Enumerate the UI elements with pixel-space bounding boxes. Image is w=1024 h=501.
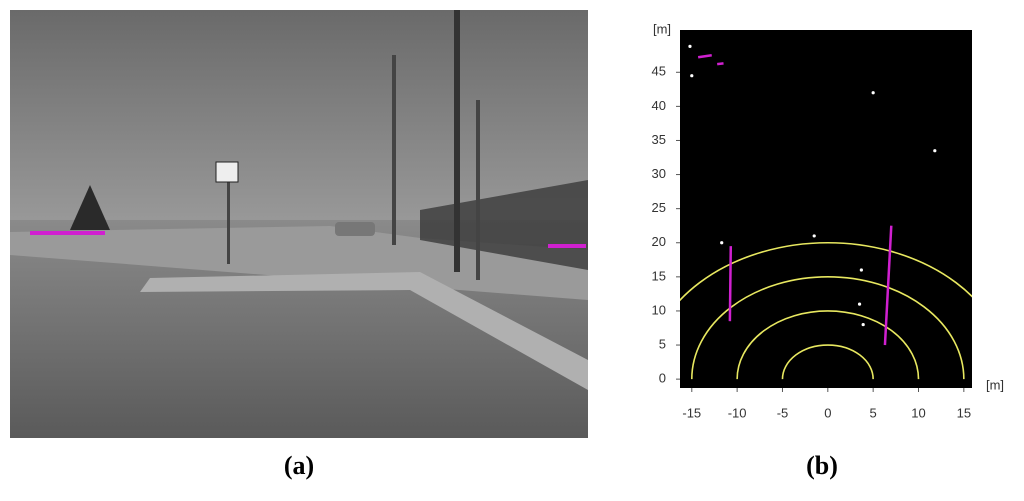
y-tick-label: 10: [652, 302, 666, 317]
point: [690, 74, 694, 78]
segment-line: [697, 53, 893, 346]
range-ring: [736, 310, 920, 380]
point: [933, 149, 937, 153]
y-tick-label: 5: [659, 336, 666, 351]
x-tick-label: 5: [870, 405, 877, 420]
x-tick-label: 0: [824, 405, 831, 420]
photo: [10, 10, 588, 438]
panel-label: (a): [284, 451, 314, 480]
point: [720, 241, 724, 245]
y-tick-label: 40: [652, 98, 666, 113]
plot-area: [680, 30, 972, 388]
y-tick-label: 20: [652, 234, 666, 249]
x-tick-label: -10: [728, 405, 747, 420]
y-tick-label: 35: [652, 132, 666, 147]
point: [861, 322, 865, 327]
plot: [680, 44, 972, 380]
y-tick-label: 15: [652, 268, 666, 283]
range-ring: [781, 344, 874, 380]
y-axis-label: [m]: [653, 21, 671, 36]
range-ring: [680, 242, 972, 302]
y-tick-label: 25: [652, 200, 666, 215]
point: [812, 234, 816, 238]
x-tick-label: -15: [682, 405, 701, 420]
x-axis-label: [m]: [986, 377, 1004, 392]
point: [859, 268, 863, 272]
point: [871, 91, 875, 95]
y-tick-label: 0: [659, 371, 666, 386]
range-ring: [690, 276, 965, 380]
x-tick-label: 10: [911, 405, 925, 420]
x-tick-label: 15: [957, 405, 971, 420]
panel-label: (b): [806, 451, 838, 480]
y-tick-label: 45: [652, 64, 666, 79]
point: [688, 44, 692, 48]
point: [857, 302, 862, 306]
y-tick-label: 30: [652, 166, 666, 181]
x-tick-label: -5: [777, 405, 789, 420]
